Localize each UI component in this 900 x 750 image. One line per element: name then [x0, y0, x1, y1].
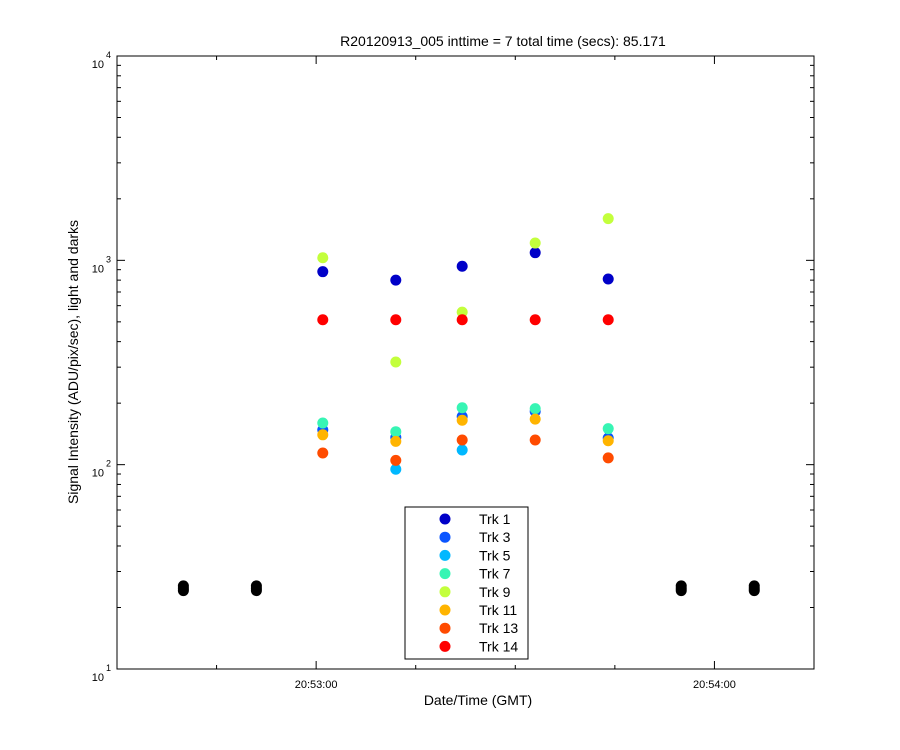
- data-point: [177, 585, 189, 597]
- legend-entries: Trk 1 Trk 3 Trk 5 Trk 7 Trk 9 Trk 11 Trk 13 Trk…: [439, 511, 518, 654]
- legend-label: Trk 11: [479, 602, 517, 618]
- data-point: [456, 434, 468, 446]
- data-points: [177, 213, 760, 597]
- data-point: [748, 585, 760, 597]
- x-axis-label: Date/Time (GMT): [424, 692, 532, 708]
- data-point: [250, 585, 262, 597]
- legend-marker: [439, 549, 451, 561]
- y-tick-label-base: 10: [92, 263, 104, 275]
- y-tick-label-base: 10: [92, 672, 104, 684]
- legend-marker: [439, 568, 451, 580]
- data-point: [456, 260, 468, 272]
- y-tick-label: 101: [92, 663, 111, 684]
- x-tick-label: 20:53:00: [295, 679, 338, 691]
- legend-label: Trk 13: [479, 620, 518, 636]
- data-point: [317, 266, 329, 278]
- data-point: [317, 252, 329, 264]
- legend-label: Trk 14: [479, 638, 518, 654]
- data-point: [317, 429, 329, 441]
- data-point: [529, 403, 541, 415]
- legend-label: Trk 5: [479, 547, 511, 563]
- y-tick-label-exp: 1: [106, 663, 111, 673]
- legend-box: [404, 506, 529, 660]
- legend-marker: [439, 586, 451, 598]
- data-point: [390, 314, 402, 326]
- x-tick-labels: 20:53:00 20:54:00: [295, 679, 736, 691]
- y-tick-label-exp: 4: [106, 50, 111, 60]
- data-point: [529, 314, 541, 326]
- y-tick-label-exp: 2: [106, 459, 111, 469]
- legend-label: Trk 7: [479, 566, 511, 582]
- data-point: [456, 402, 468, 414]
- legend-marker: [439, 604, 451, 616]
- data-point: [390, 454, 402, 466]
- y-tick-label: 102: [92, 459, 111, 480]
- legend-label: Trk 3: [479, 529, 511, 545]
- legend-marker: [439, 531, 451, 543]
- x-tick-label: 20:54:00: [693, 679, 736, 691]
- data-point: [529, 247, 541, 259]
- data-point: [456, 414, 468, 426]
- y-tick-label-base: 10: [92, 468, 104, 480]
- data-point: [317, 447, 329, 459]
- data-point: [390, 274, 402, 286]
- chart-title: R20120913_005 inttime = 7 total time (se…: [340, 33, 666, 49]
- data-point: [602, 273, 614, 285]
- data-point: [529, 434, 541, 446]
- y-tick-label: 103: [92, 254, 111, 275]
- data-point: [390, 435, 402, 447]
- data-point: [456, 444, 468, 456]
- data-point: [602, 435, 614, 447]
- data-point: [317, 417, 329, 429]
- data-point: [317, 314, 329, 326]
- legend-marker: [439, 622, 451, 634]
- y-tick-label: 104: [92, 50, 111, 71]
- y-axis-label: Signal Intensity (ADU/pix/sec), light an…: [65, 220, 81, 504]
- data-point: [390, 463, 402, 475]
- data-point: [456, 314, 468, 326]
- legend-label: Trk 1: [479, 511, 511, 527]
- y-tick-label-base: 10: [92, 59, 104, 71]
- axis-ticks: [116, 56, 815, 670]
- legend-marker: [439, 640, 451, 652]
- data-point: [529, 413, 541, 425]
- data-point: [602, 452, 614, 464]
- data-point: [675, 585, 687, 597]
- data-point: [390, 426, 402, 438]
- data-point: [390, 356, 402, 368]
- y-tick-label-exp: 3: [106, 254, 111, 264]
- legend: Trk 1 Trk 3 Trk 5 Trk 7 Trk 9 Trk 11 Trk 13 Trk…: [404, 506, 529, 660]
- data-point: [529, 237, 541, 249]
- data-point: [602, 213, 614, 225]
- legend-label: Trk 9: [479, 584, 511, 600]
- legend-marker: [439, 513, 451, 525]
- data-point: [602, 314, 614, 326]
- data-point: [456, 306, 468, 318]
- plot-area-frame: [116, 55, 815, 670]
- data-point: [602, 423, 614, 435]
